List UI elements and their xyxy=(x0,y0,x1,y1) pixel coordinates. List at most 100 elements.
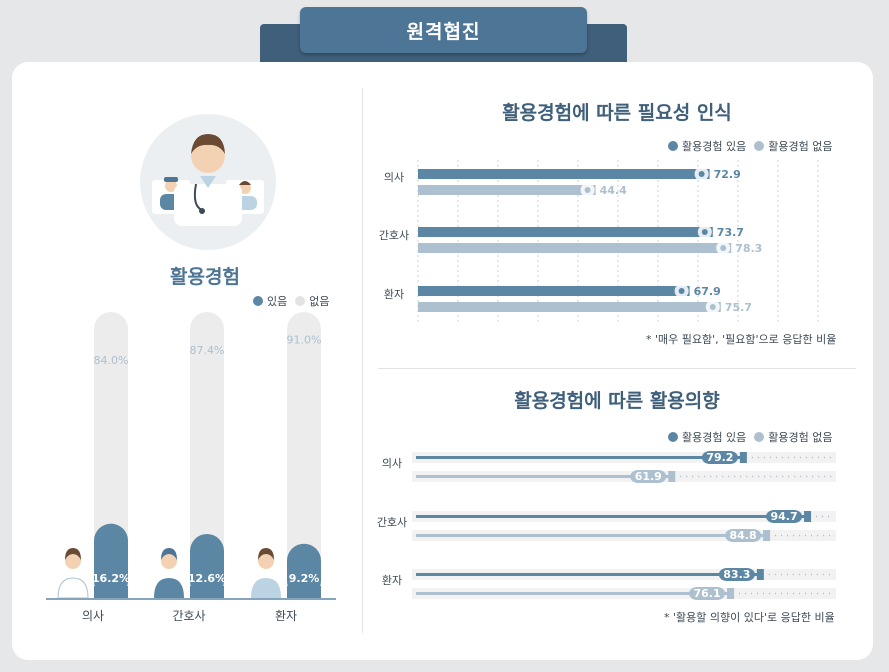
bar-yes-1 xyxy=(190,533,224,598)
value-pill xyxy=(701,451,738,464)
bar-yes-label: 12.6% xyxy=(188,572,226,585)
value-pill xyxy=(630,470,667,483)
horizontal-divider xyxy=(378,368,856,369)
bar-no-2 xyxy=(287,312,321,598)
category-label: 환자 xyxy=(382,574,402,587)
bar-end-cap xyxy=(739,452,747,463)
bar-value-label: 44.4 xyxy=(600,184,627,197)
bar-value-label: 79.2 xyxy=(706,451,733,464)
bar-marker-dot xyxy=(720,245,727,251)
person-icon xyxy=(161,553,177,569)
chart2-footnote: * '활용할 의향이 있다'로 응답한 비율 xyxy=(664,611,835,624)
legend-dot-no xyxy=(754,141,765,151)
legend-dot-no xyxy=(295,296,306,306)
bar-no-label: 87.4% xyxy=(190,344,225,357)
legend-dot-yes xyxy=(668,432,678,442)
chart2-legend: 활용경험 있음 활용경험 없음 xyxy=(660,429,832,445)
left-title: 활용경험 xyxy=(170,266,240,288)
bar-marker-dot xyxy=(698,171,705,177)
line-bar-no xyxy=(416,534,768,537)
bar-value-label: 73.7 xyxy=(717,226,744,239)
legend-dot-no xyxy=(754,432,765,442)
bar-end-cap xyxy=(756,569,764,580)
chart1-legend: 활용경험 있음 활용경험 없음 xyxy=(660,138,832,154)
legend-dot-yes xyxy=(253,296,263,306)
bar-yes-base-2 xyxy=(287,586,321,598)
bar-no xyxy=(418,302,721,312)
legend-no-label: 없음 xyxy=(309,295,330,308)
bar-end-cap xyxy=(727,588,735,599)
line-bar-no xyxy=(416,592,732,595)
person-hair xyxy=(258,548,274,560)
bar-marker-dot xyxy=(709,304,716,310)
bar-no xyxy=(418,185,596,195)
bar-marker-dot xyxy=(701,229,708,235)
bar-no-1 xyxy=(190,312,224,598)
legend-yes-label: 있음 xyxy=(267,295,288,308)
bar-yes-base-0 xyxy=(94,586,128,598)
category-label: 환자 xyxy=(384,288,404,301)
medical-staff-illustration xyxy=(140,114,276,250)
bar-value-label: 67.9 xyxy=(694,285,721,298)
bar-no-label: 91.0% xyxy=(287,334,322,347)
value-pill xyxy=(689,587,726,600)
person-hair xyxy=(161,548,177,560)
banner-title: 원격협진 xyxy=(406,20,481,43)
bar-value-label: 78.3 xyxy=(735,242,762,255)
bar-end-cap xyxy=(668,471,676,482)
bar-yes xyxy=(418,227,713,237)
person-body xyxy=(251,578,281,598)
line-bar-yes xyxy=(416,573,761,576)
bar-yes-label: 16.2% xyxy=(92,572,130,585)
bar-yes-2 xyxy=(287,543,321,598)
legend-dot-yes xyxy=(668,141,678,151)
chart2-title: 활용경험에 따른 활용의향 xyxy=(514,390,720,412)
bar-yes-label: 9.2% xyxy=(289,572,320,585)
category-label: 의사 xyxy=(382,457,402,470)
chart2-legend-yes: 활용경험 있음 xyxy=(682,431,747,444)
line-bar-no xyxy=(416,475,673,478)
bar-value-label: 72.9 xyxy=(714,168,741,181)
bar-value-label: 94.7 xyxy=(770,510,797,523)
category-label: 의사 xyxy=(384,171,404,184)
bar-value-label: 61.9 xyxy=(635,470,662,483)
category-label: 환자 xyxy=(275,609,297,623)
category-label: 의사 xyxy=(82,609,104,623)
chart2-legend-no: 활용경험 없음 xyxy=(768,431,833,444)
category-label: 간호사 xyxy=(379,229,409,242)
line-bar-yes xyxy=(416,456,744,459)
bar-value-label: 83.3 xyxy=(723,568,750,581)
person-icon xyxy=(258,553,274,569)
bar-marker-dot xyxy=(584,187,591,193)
chart1-title: 활용경험에 따른 필요성 인식 xyxy=(502,102,732,124)
value-pill xyxy=(718,568,755,581)
bar-value-label: 75.7 xyxy=(725,301,752,314)
bar-no-label: 84.0% xyxy=(94,354,129,367)
bar-yes-base-1 xyxy=(190,586,224,598)
vertical-divider xyxy=(362,88,363,633)
person-body xyxy=(154,578,184,598)
value-pill xyxy=(725,529,762,542)
banner-ribbon: 원격협진 xyxy=(300,7,587,53)
bar-yes xyxy=(418,286,690,296)
bar-yes xyxy=(418,169,710,179)
bar-end-cap xyxy=(763,530,771,541)
category-label: 간호사 xyxy=(377,516,407,529)
chart1-legend-no: 활용경험 없음 xyxy=(768,140,833,153)
person-hair xyxy=(65,548,81,560)
bar-yes-0 xyxy=(94,523,128,598)
bar-marker-dot xyxy=(678,288,685,294)
person-icon xyxy=(65,553,81,569)
bar-no xyxy=(418,243,732,253)
chart1-legend-yes: 활용경험 있음 xyxy=(682,140,747,153)
line-bar-yes xyxy=(416,515,809,518)
bar-value-label: 84.8 xyxy=(730,529,757,542)
bar-end-cap xyxy=(804,511,812,522)
value-pill xyxy=(766,510,803,523)
bar-value-label: 76.1 xyxy=(693,587,720,600)
category-label: 간호사 xyxy=(172,609,205,623)
chart1-footnote: * '매우 필요함', '필요함'으로 응답한 비율 xyxy=(646,333,837,346)
